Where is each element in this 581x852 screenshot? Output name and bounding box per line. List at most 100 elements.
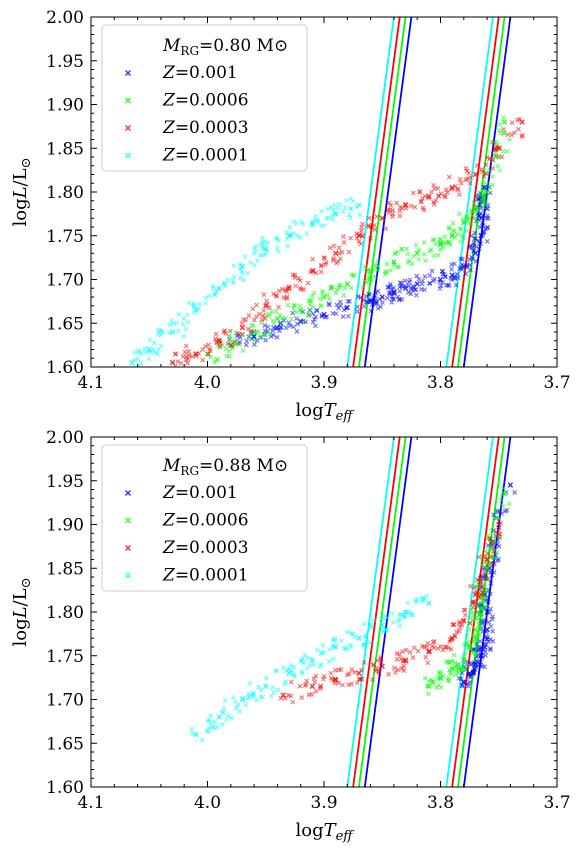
data-point bbox=[437, 276, 444, 283]
data-point bbox=[437, 247, 443, 252]
data-point bbox=[461, 657, 467, 663]
data-point bbox=[286, 233, 292, 239]
data-point bbox=[333, 290, 339, 296]
data-point bbox=[263, 337, 269, 343]
data-point bbox=[397, 208, 403, 214]
data-point bbox=[431, 645, 437, 651]
y-tick-label: 1.60 bbox=[46, 358, 84, 378]
data-point bbox=[461, 618, 467, 624]
legend: MRG=0.80 M⊙ Z=0.001 Z=0.0006 Z=0.0003 Z=0.00… bbox=[101, 24, 308, 172]
data-point bbox=[224, 717, 229, 723]
data-point bbox=[395, 294, 401, 300]
data-point bbox=[363, 293, 369, 299]
data-point bbox=[337, 299, 343, 305]
data-point bbox=[212, 292, 218, 298]
data-point bbox=[294, 220, 299, 226]
strip-blue-edge-line bbox=[352, 437, 401, 787]
data-point bbox=[222, 284, 228, 289]
data-point bbox=[389, 611, 395, 616]
data-point bbox=[442, 194, 448, 200]
data-point bbox=[449, 635, 455, 641]
data-point bbox=[231, 274, 237, 280]
data-point bbox=[458, 256, 464, 262]
data-point bbox=[372, 668, 378, 674]
data-point bbox=[479, 167, 484, 172]
data-point bbox=[446, 225, 452, 230]
data-point bbox=[420, 278, 426, 284]
data-point bbox=[344, 645, 350, 650]
data-point bbox=[337, 202, 342, 207]
data-point bbox=[310, 311, 316, 317]
data-point bbox=[350, 631, 356, 637]
data-point bbox=[236, 341, 242, 347]
data-point bbox=[489, 616, 495, 622]
data-point bbox=[361, 659, 367, 665]
data-point bbox=[461, 263, 467, 270]
data-point bbox=[485, 599, 491, 605]
data-point bbox=[261, 292, 267, 298]
data-point bbox=[175, 359, 181, 364]
data-point bbox=[461, 679, 467, 685]
data-point bbox=[488, 580, 494, 586]
data-point bbox=[495, 163, 501, 169]
data-point bbox=[466, 626, 472, 632]
data-point bbox=[158, 332, 164, 338]
data-point bbox=[507, 482, 514, 488]
data-point bbox=[489, 572, 495, 578]
data-point bbox=[341, 240, 347, 245]
data-point bbox=[309, 683, 316, 690]
data-point bbox=[519, 119, 525, 125]
data-point bbox=[146, 346, 152, 353]
data-point bbox=[332, 644, 339, 650]
data-point bbox=[485, 216, 491, 221]
data-point bbox=[361, 297, 367, 303]
data-point bbox=[205, 351, 211, 357]
data-point bbox=[320, 290, 326, 296]
data-point bbox=[451, 652, 457, 658]
data-point bbox=[442, 274, 448, 279]
data-point bbox=[274, 245, 280, 251]
data-point bbox=[402, 278, 408, 284]
data-point bbox=[412, 204, 418, 210]
data-point bbox=[434, 685, 440, 691]
data-point bbox=[193, 307, 199, 313]
data-point bbox=[332, 667, 338, 673]
data-point bbox=[384, 261, 390, 267]
data-point bbox=[493, 529, 499, 535]
data-point bbox=[275, 687, 281, 693]
data-point bbox=[244, 338, 250, 344]
data-point bbox=[463, 641, 469, 646]
data-point bbox=[375, 288, 381, 294]
data-point bbox=[483, 634, 489, 640]
data-point bbox=[361, 621, 367, 627]
data-point bbox=[348, 235, 354, 241]
data-point bbox=[274, 334, 280, 340]
data-point bbox=[467, 262, 473, 268]
data-point bbox=[451, 228, 457, 234]
data-point bbox=[458, 239, 464, 245]
data-point bbox=[237, 275, 243, 281]
data-point bbox=[382, 613, 388, 619]
data-point bbox=[270, 690, 276, 695]
data-point bbox=[453, 282, 459, 288]
data-point bbox=[181, 316, 187, 321]
data-point bbox=[457, 624, 463, 630]
data-point bbox=[481, 229, 486, 235]
data-point bbox=[474, 193, 480, 199]
data-point bbox=[321, 255, 327, 261]
plot-area bbox=[129, 17, 525, 367]
data-point bbox=[361, 303, 367, 309]
data-point bbox=[297, 303, 303, 309]
y-tick-label: 1.80 bbox=[46, 183, 84, 203]
data-point bbox=[389, 296, 395, 302]
data-point bbox=[332, 677, 339, 683]
data-point bbox=[297, 683, 303, 689]
data-point bbox=[254, 697, 259, 703]
data-point bbox=[203, 295, 209, 301]
data-point bbox=[482, 226, 488, 232]
data-point bbox=[465, 176, 471, 182]
data-point bbox=[490, 542, 496, 548]
data-point bbox=[386, 200, 392, 206]
data-point bbox=[342, 285, 348, 291]
data-point bbox=[213, 331, 219, 337]
